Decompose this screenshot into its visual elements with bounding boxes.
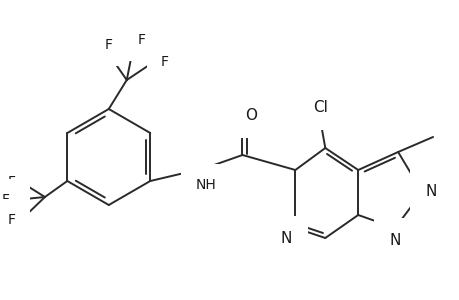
Text: F: F xyxy=(2,193,10,207)
Text: NH: NH xyxy=(195,178,215,192)
Text: N: N xyxy=(280,231,292,246)
Text: F: F xyxy=(160,55,168,69)
Text: F: F xyxy=(8,213,16,227)
Text: F: F xyxy=(105,38,112,52)
Text: F: F xyxy=(8,175,16,189)
Text: N: N xyxy=(424,184,436,200)
Text: Cl: Cl xyxy=(312,100,327,115)
Text: O: O xyxy=(245,108,257,123)
Text: N: N xyxy=(389,233,400,248)
Text: F: F xyxy=(137,33,146,47)
